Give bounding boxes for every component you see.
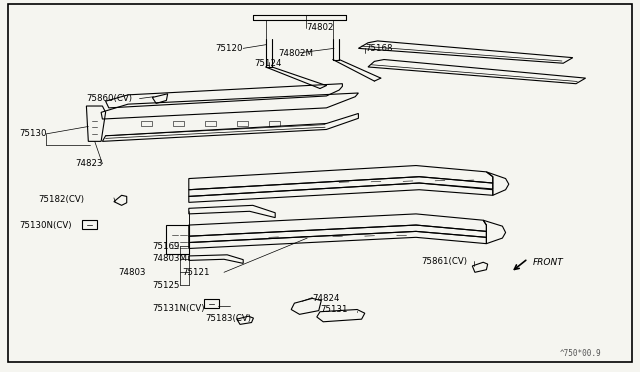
Text: 75183(CV): 75183(CV) (205, 314, 251, 323)
Text: 74824: 74824 (312, 294, 340, 303)
Text: 75182(CV): 75182(CV) (38, 195, 84, 203)
Text: 75124: 75124 (255, 59, 282, 68)
Text: 75168: 75168 (365, 44, 392, 53)
Text: FRONT: FRONT (532, 258, 563, 267)
Text: 75120: 75120 (216, 44, 243, 53)
Text: 74803: 74803 (118, 268, 146, 277)
Text: 74802: 74802 (306, 23, 333, 32)
Text: 74823: 74823 (76, 159, 103, 168)
Text: 75130N(CV): 75130N(CV) (19, 221, 72, 230)
Text: 74802M: 74802M (278, 49, 314, 58)
Text: 75125: 75125 (152, 281, 180, 290)
Text: 75131N(CV): 75131N(CV) (152, 304, 205, 312)
Text: ^750*00.9: ^750*00.9 (560, 349, 602, 358)
Text: 75861(CV): 75861(CV) (421, 257, 467, 266)
Text: 75130: 75130 (19, 129, 47, 138)
Text: 75860(CV): 75860(CV) (86, 94, 132, 103)
Text: 75131: 75131 (320, 305, 348, 314)
Text: 75121: 75121 (182, 268, 210, 277)
Text: 75169: 75169 (152, 242, 180, 251)
Text: 74803M: 74803M (152, 254, 188, 263)
